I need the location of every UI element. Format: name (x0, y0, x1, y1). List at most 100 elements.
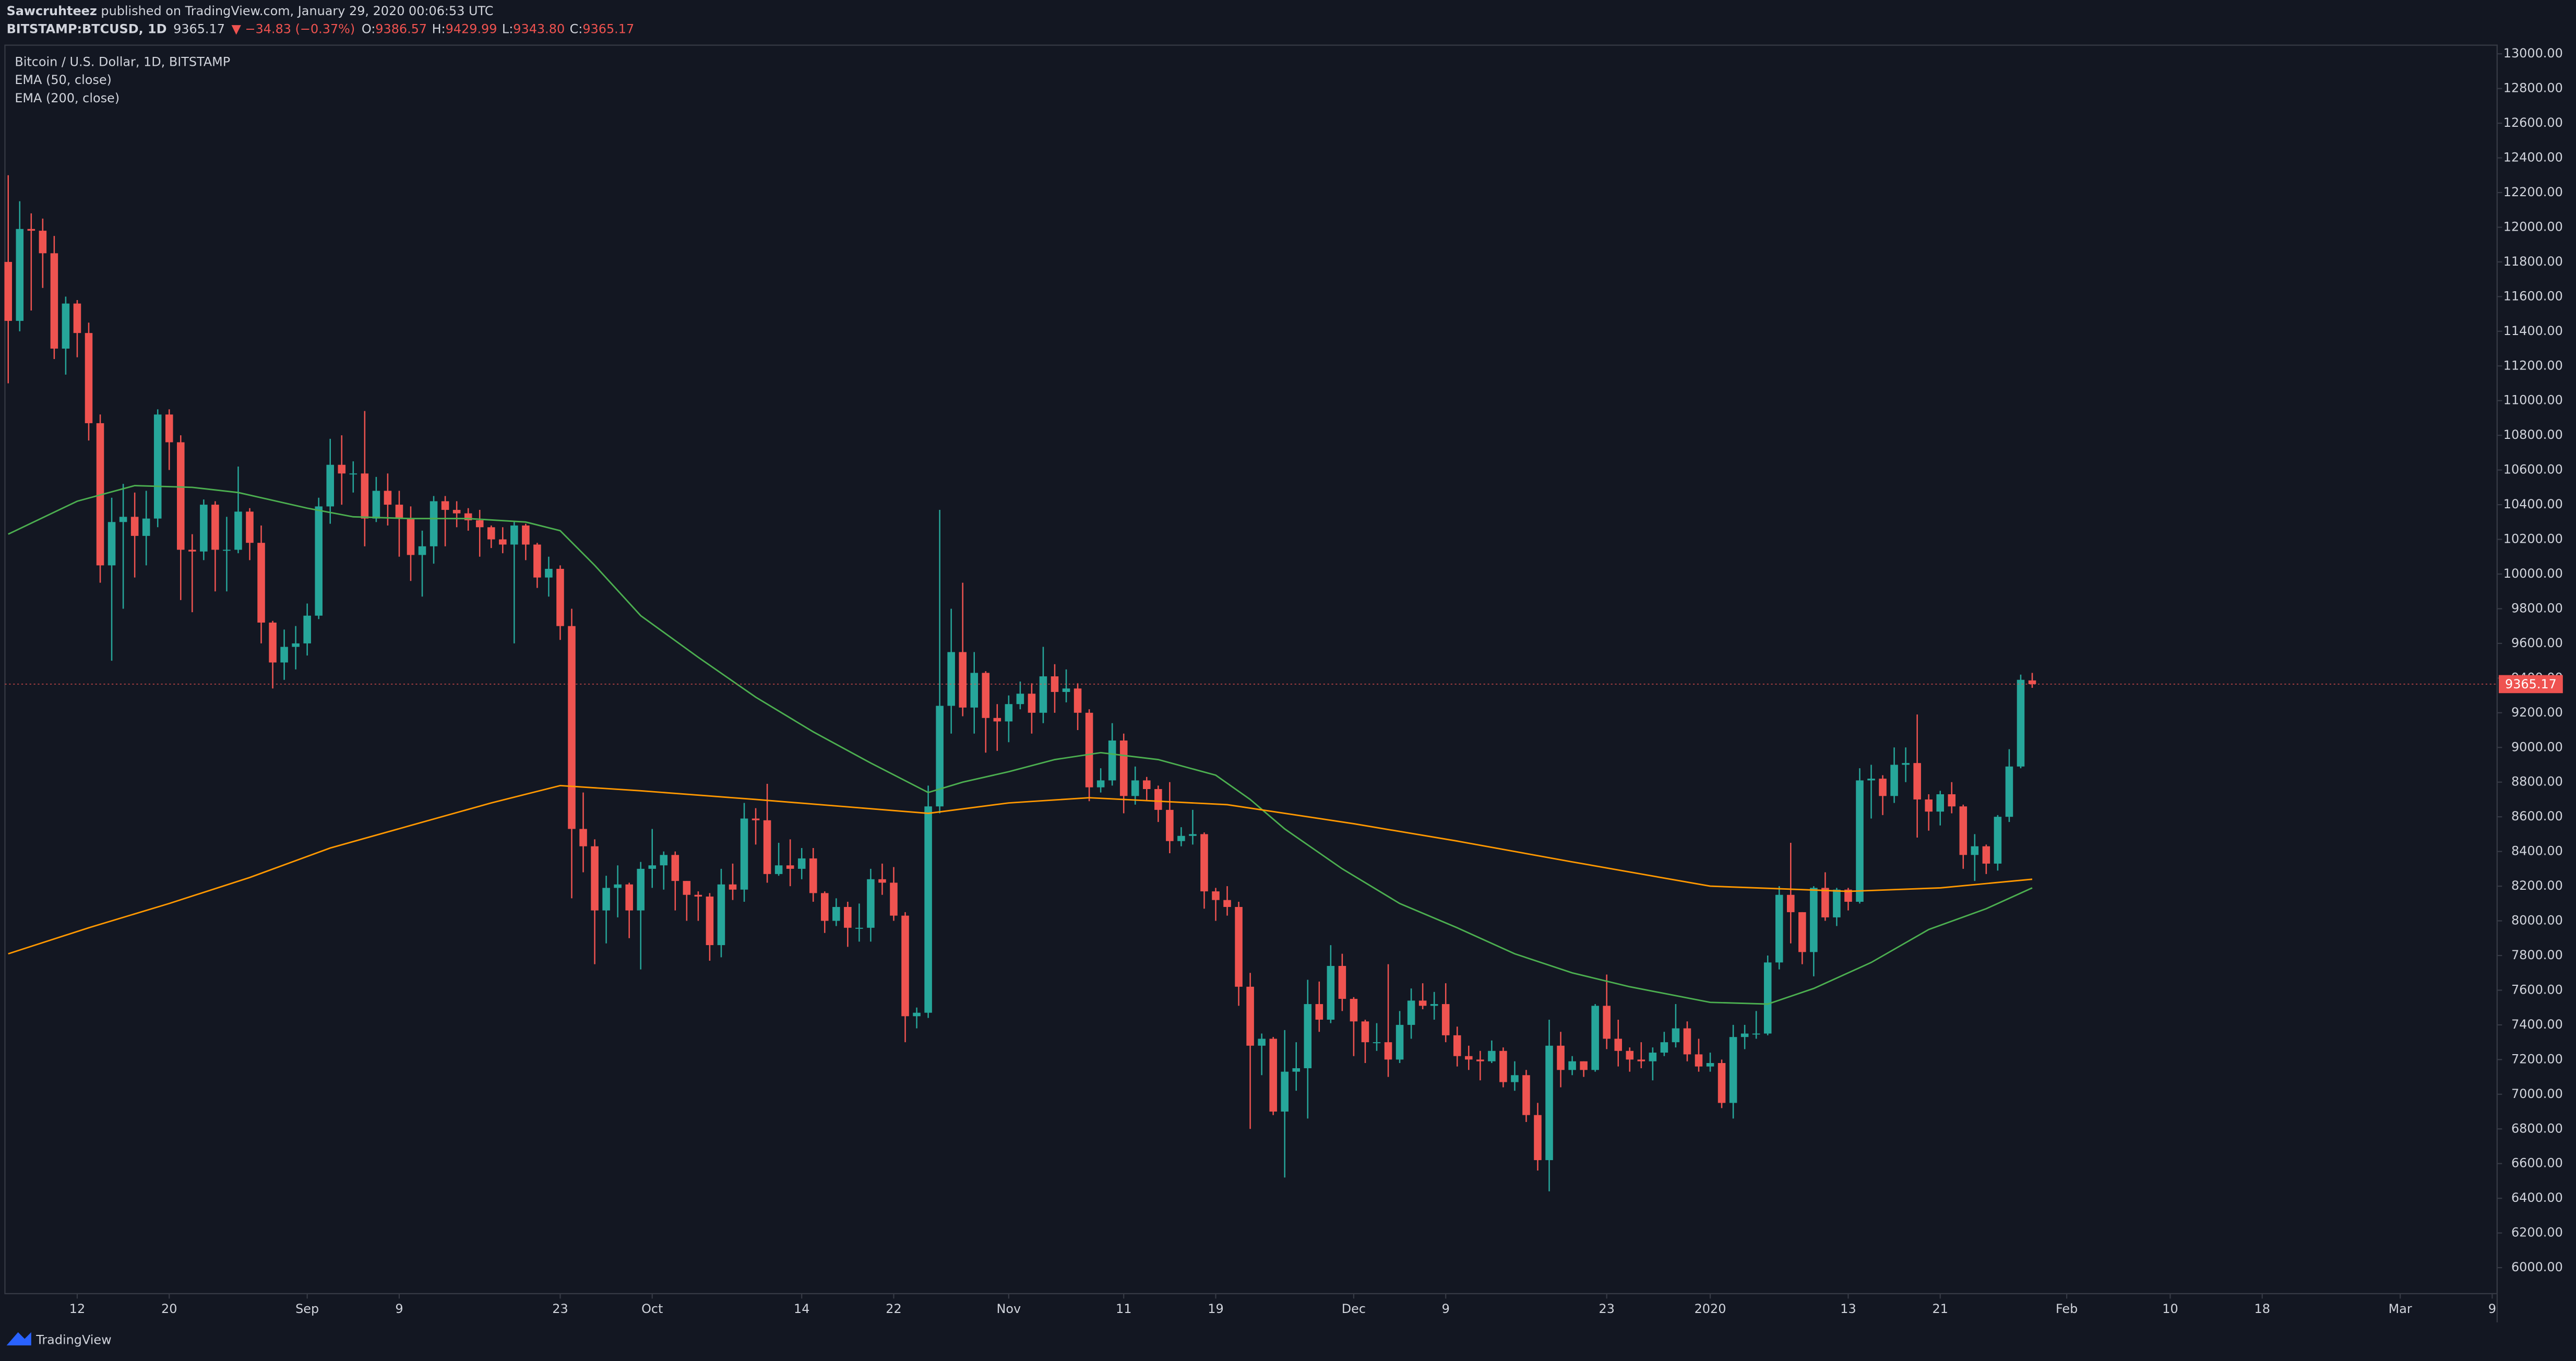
candle-body (234, 511, 242, 550)
candle-body (1580, 1061, 1588, 1070)
candle (970, 652, 979, 734)
ohlc-value: 9429.99 (446, 22, 497, 37)
candle-body (1856, 780, 1864, 902)
candle (315, 497, 323, 619)
candle-body (1189, 834, 1197, 836)
y-tick-label: 12800.00 (2503, 81, 2563, 95)
candle-body (602, 888, 610, 911)
y-tick-label: 7200.00 (2511, 1052, 2563, 1066)
candle-body (1350, 999, 1358, 1022)
candle-body (1706, 1063, 1714, 1067)
candle-body (177, 442, 185, 550)
y-tick-label: 8800.00 (2511, 774, 2563, 789)
y-tick-label: 11200.00 (2503, 358, 2563, 373)
candle-body (1039, 676, 1047, 713)
y-tick-label: 10200.00 (2503, 532, 2563, 546)
candle-body (1660, 1042, 1668, 1053)
candle-body (1511, 1075, 1519, 1082)
candle-body (1752, 1033, 1760, 1035)
candle-body (108, 522, 116, 566)
y-tick-label: 8400.00 (2511, 844, 2563, 858)
symbol: BITSTAMP:BTCUSD, 1D (7, 22, 167, 37)
candle (1281, 1030, 1289, 1178)
candle-body (648, 865, 657, 869)
candle-body (1948, 794, 1956, 807)
x-tick-label: 19 (1208, 1302, 1223, 1316)
y-tick-label: 7800.00 (2511, 948, 2563, 962)
candle-body (993, 718, 1001, 722)
candle (1879, 775, 1887, 815)
candle (717, 868, 725, 958)
brand-logo: TradingView (6, 1332, 112, 1347)
candle-body (2017, 679, 2025, 767)
candle (2028, 673, 2036, 688)
candle (1166, 782, 1174, 853)
candle-body (85, 333, 93, 423)
candle (821, 891, 829, 933)
candle (349, 461, 357, 493)
candle (694, 891, 702, 921)
candle (1775, 886, 1783, 970)
candle (1833, 888, 1841, 926)
candle-body (62, 303, 70, 349)
candle-body (1465, 1056, 1473, 1060)
legend-entry: EMA (50, close) (15, 73, 112, 87)
candle (234, 466, 242, 554)
candle-body (1775, 894, 1783, 963)
candle (579, 792, 587, 873)
candle (1580, 1061, 1588, 1077)
candle (1269, 1037, 1277, 1115)
candle (1511, 1061, 1519, 1091)
candle (269, 620, 277, 689)
candle-body (1338, 965, 1346, 999)
candle-body (1074, 688, 1082, 713)
candle (1361, 1019, 1369, 1064)
candle-body (130, 517, 139, 536)
candle-body (1672, 1028, 1680, 1043)
candle (1810, 886, 1818, 976)
candle (832, 898, 840, 926)
candle-body (522, 525, 530, 545)
y-tick-label: 6200.00 (2511, 1225, 2563, 1240)
candle (475, 510, 484, 557)
candle (1327, 945, 1335, 1023)
candle (1867, 765, 1875, 819)
legend-entry: EMA (200, close) (15, 91, 120, 105)
candle-body (475, 520, 484, 528)
candle (901, 912, 909, 1043)
y-tick-label: 8000.00 (2511, 913, 2563, 928)
candle (1096, 768, 1105, 793)
candle-body (1085, 712, 1093, 787)
candle (1304, 980, 1312, 1119)
candle-body (1407, 1000, 1415, 1025)
candle (395, 491, 403, 557)
publish-line: Sawcruhteez published on TradingView.com… (7, 4, 494, 18)
candle-body (614, 884, 622, 888)
candle-body (510, 525, 518, 545)
candle (1948, 782, 1956, 814)
candle-body (774, 865, 783, 874)
candle-body (246, 511, 254, 543)
candle (752, 808, 760, 845)
candle-body (1740, 1033, 1749, 1037)
candle (292, 626, 300, 670)
candle (1591, 1004, 1599, 1072)
candle-body (50, 253, 58, 349)
candle (1085, 709, 1093, 802)
candle (706, 893, 714, 961)
candle-body (740, 818, 748, 890)
candle (786, 839, 794, 887)
candle (1441, 983, 1450, 1043)
y-tick-label: 11000.00 (2503, 393, 2563, 408)
ohlc-value: 9343.80 (513, 22, 565, 37)
candle (522, 523, 530, 560)
candle-body (1971, 846, 1979, 855)
change: ▼ −34.83 (−0.37%) (232, 22, 355, 37)
candle (1016, 682, 1024, 710)
candle-body (188, 550, 196, 552)
candle-body (16, 229, 24, 321)
candle-body (1763, 962, 1772, 1034)
candle (878, 863, 886, 895)
candle-body (694, 894, 702, 897)
